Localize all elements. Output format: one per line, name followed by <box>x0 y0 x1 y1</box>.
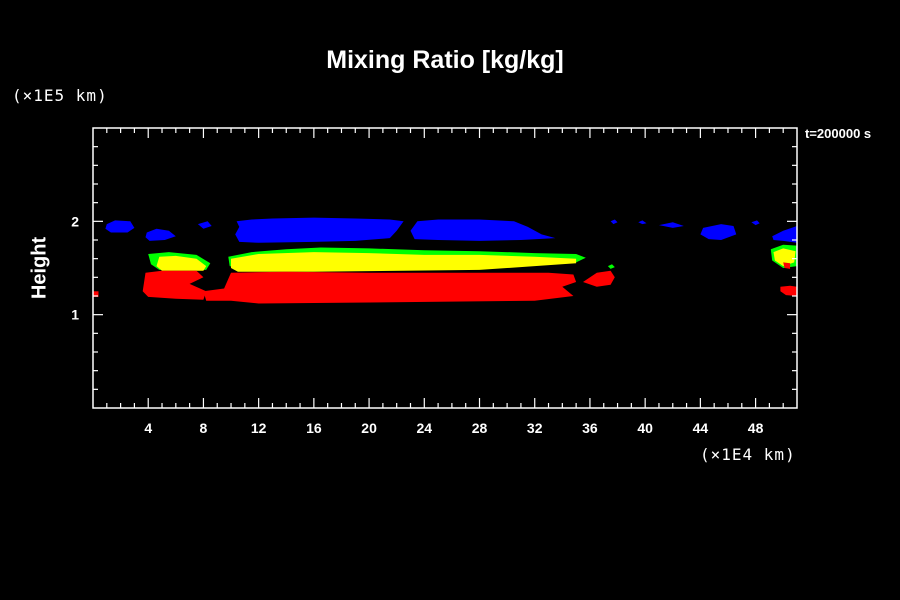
time-stamp-label: t=200000 s <box>805 126 872 141</box>
contour-region-blue-1 <box>145 228 176 241</box>
contour-region-blue-10 <box>772 226 797 243</box>
y-tick-label: 2 <box>71 213 79 229</box>
contour-region-blue-3 <box>235 217 404 243</box>
x-tick-label: 8 <box>200 420 208 436</box>
x-tick-label: 32 <box>527 420 543 436</box>
x-tick-label: 4 <box>144 420 152 436</box>
contour-region-blue-8 <box>700 224 737 240</box>
contour-region-blue-0 <box>105 220 135 233</box>
contour-region-red-20 <box>583 270 615 287</box>
contour-region-blue-9 <box>751 220 760 226</box>
contour-region-red-23 <box>783 262 791 269</box>
x-tick-label: 44 <box>693 420 709 436</box>
contour-region-blue-7 <box>659 222 684 228</box>
x-tick-label: 40 <box>637 420 653 436</box>
x-tick-label: 12 <box>251 420 267 436</box>
y-tick-label: 1 <box>71 307 79 323</box>
contour-region-red-19 <box>203 271 577 304</box>
contour-region-yellow-16 <box>231 252 577 272</box>
contour-region-yellow-15 <box>156 255 207 271</box>
x-tick-label: 36 <box>582 420 598 436</box>
x-tick-label: 28 <box>472 420 488 436</box>
contour-region-blue-5 <box>610 219 618 225</box>
contour-region-red-21 <box>780 285 797 296</box>
contour-region-yellow-17 <box>773 248 796 267</box>
axis-ticks <box>93 128 797 408</box>
x-axis-unit-label: (×1E4 km) <box>700 445 796 464</box>
y-axis-unit-label: (×1E5 km) <box>12 86 108 105</box>
contour-regions <box>93 217 797 304</box>
chart-title: Mixing Ratio [kg/kg] <box>326 46 564 74</box>
x-tick-label: 16 <box>306 420 322 436</box>
contour-region-green-13 <box>607 264 615 269</box>
contour-region-blue-4 <box>410 219 556 241</box>
contour-region-red-18 <box>142 270 207 300</box>
x-tick-label: 48 <box>748 420 764 436</box>
contour-region-blue-6 <box>638 220 647 225</box>
x-tick-label: 20 <box>361 420 377 436</box>
contour-region-blue-2 <box>197 221 212 229</box>
x-tick-label: 24 <box>417 420 433 436</box>
plot-frame <box>92 127 798 409</box>
